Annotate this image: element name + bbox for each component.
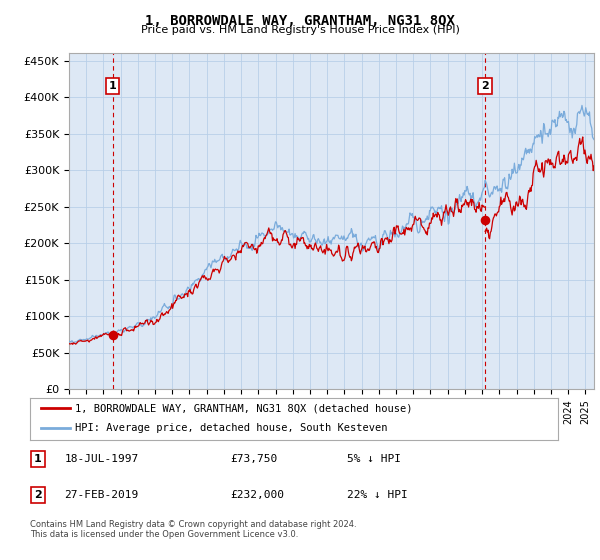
Point	[108, 331, 118, 340]
Text: 2: 2	[34, 491, 42, 500]
Text: £232,000: £232,000	[230, 491, 284, 500]
Text: 22% ↓ HPI: 22% ↓ HPI	[347, 491, 407, 500]
Text: 2: 2	[481, 81, 489, 91]
Point	[480, 215, 490, 224]
Text: £73,750: £73,750	[230, 454, 278, 464]
Text: Price paid vs. HM Land Registry's House Price Index (HPI): Price paid vs. HM Land Registry's House …	[140, 25, 460, 35]
Text: 1, BORROWDALE WAY, GRANTHAM, NG31 8QX (detached house): 1, BORROWDALE WAY, GRANTHAM, NG31 8QX (d…	[75, 403, 412, 413]
Text: HPI: Average price, detached house, South Kesteven: HPI: Average price, detached house, Sout…	[75, 423, 388, 433]
Text: 27-FEB-2019: 27-FEB-2019	[64, 491, 139, 500]
Text: 5% ↓ HPI: 5% ↓ HPI	[347, 454, 401, 464]
Text: 1: 1	[34, 454, 42, 464]
Text: Contains HM Land Registry data © Crown copyright and database right 2024.
This d: Contains HM Land Registry data © Crown c…	[30, 520, 356, 539]
Text: 18-JUL-1997: 18-JUL-1997	[64, 454, 139, 464]
Text: 1, BORROWDALE WAY, GRANTHAM, NG31 8QX: 1, BORROWDALE WAY, GRANTHAM, NG31 8QX	[145, 14, 455, 28]
Text: 1: 1	[109, 81, 116, 91]
